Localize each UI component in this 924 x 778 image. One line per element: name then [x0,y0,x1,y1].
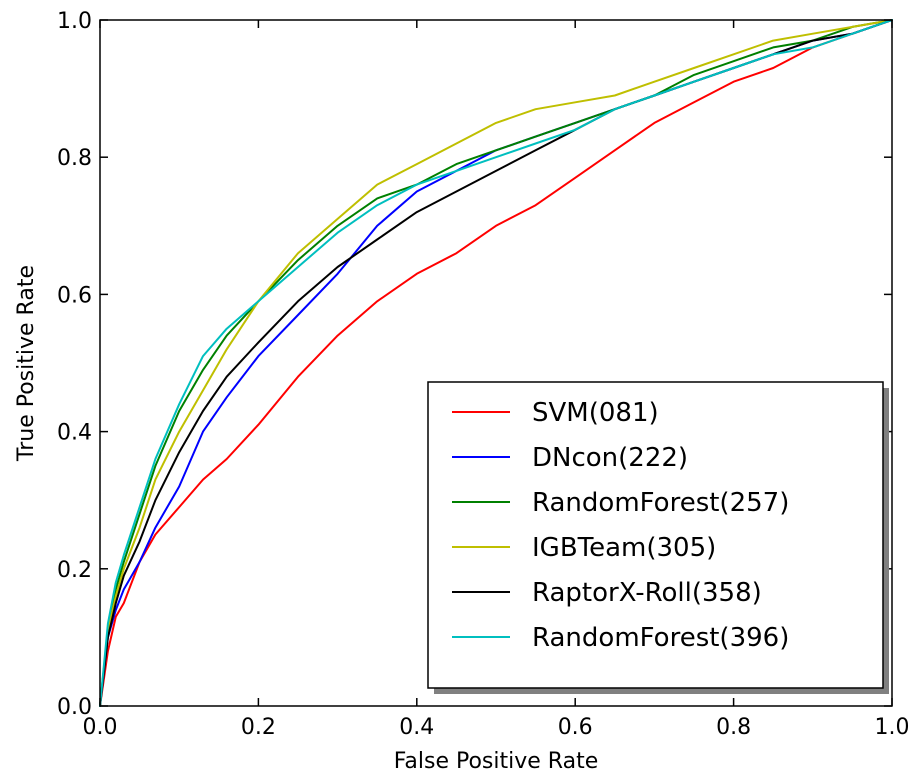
y-axis-title: True Positive Rate [14,265,39,462]
legend-label-6: RandomForest(396) [532,623,789,653]
x-axis-title: False Positive Rate [394,749,598,774]
x-tick-label: 0.4 [399,715,434,740]
y-tick-label: 0.4 [57,421,92,446]
y-tick-label: 0.8 [57,146,92,171]
series-line-3 [99,19,893,707]
x-tick-label: 0.8 [716,715,751,740]
legend-label-1: SVM(081) [532,398,659,428]
x-tick-label: 0.2 [241,715,276,740]
x-tick-label: 1.0 [875,715,910,740]
y-tick-label: 0.0 [57,695,92,720]
legend-label-5: RaptorX-Roll(358) [532,578,762,608]
plot-frame [99,19,893,707]
legend-label-4: IGBTeam(305) [532,533,716,563]
legend-label-2: DNcon(222) [532,443,688,473]
tick-layer: 0.0 0.2 0.4 0.6 0.8 1.0 0.0 0.2 0.4 0.6 0.8 1.0 [57,9,910,740]
x-tick-label: 0.6 [558,715,593,740]
legend-label-3: RandomForest(257) [532,488,789,518]
series-layer [99,19,893,707]
legend-items: SVM(081) DNcon(222) RandomForest(257) IGBTe… [452,398,789,653]
x-tick-label: 0.0 [83,715,118,740]
series-line-4 [99,19,893,707]
y-tick-label: 1.0 [57,9,92,34]
legend: SVM(081) DNcon(222) RandomForest(257) IGBTe… [427,381,889,694]
series-line-6 [99,19,893,707]
y-tick-label: 0.6 [57,283,92,308]
y-tick-label: 0.2 [57,558,92,583]
